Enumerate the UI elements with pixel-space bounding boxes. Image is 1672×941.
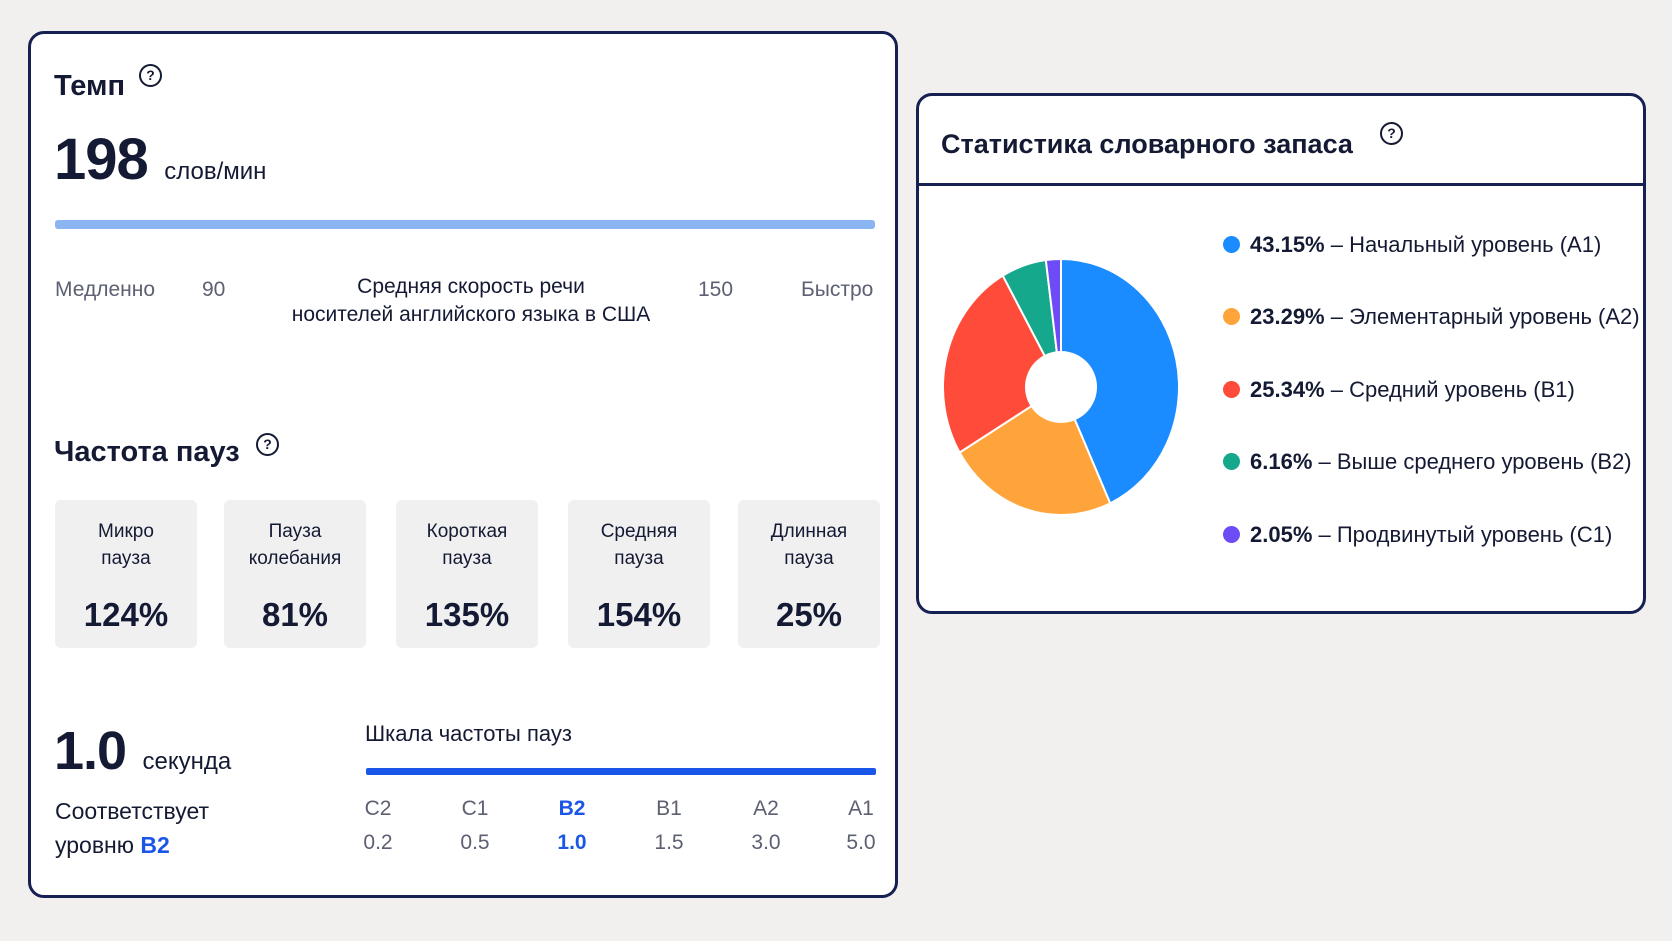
tempo-bar [55, 220, 875, 229]
legend-label: Продвинутый уровень (C1) [1336, 522, 1613, 547]
legend-percent: 25.34% [1250, 377, 1325, 402]
legend-dot [1223, 525, 1240, 543]
pause-label-line1: Пауза [268, 521, 322, 542]
pause-duration-unit: секунда [142, 748, 232, 775]
pause-card-micro: Микро пауза 124% [55, 500, 197, 648]
legend-dot [1223, 380, 1240, 398]
tempo-unit: слов/мин [164, 158, 267, 185]
tempo-average-line1: Средняя скорость речи [357, 275, 585, 298]
legend-item-a2: 23.29% – Элементарный уровень (A2) [1223, 304, 1640, 330]
tempo-slow-value: 90 [202, 278, 226, 301]
scale-level: C1 [461, 797, 489, 820]
pause-card-long: Длинная пауза 25% [738, 500, 880, 648]
pauses-title: Частота пауз [54, 436, 240, 468]
pause-label: Длинная пауза [738, 518, 880, 572]
tempo-average-line2: носителей английского языка в США [291, 303, 651, 326]
pause-label-line1: Короткая [426, 521, 508, 542]
pause-level-match-line1: Соответствует [55, 798, 210, 824]
pause-label-line1: Средняя [600, 521, 678, 542]
tempo-value-row: 198 слов/мин [54, 126, 266, 193]
legend-label: Элементарный уровень (A2) [1349, 304, 1640, 329]
tempo-card: Темп ? 198 слов/мин Медленно 90 Средняя … [28, 31, 898, 898]
pause-label-line2: колебания [248, 548, 342, 569]
vocabulary-pie-chart [942, 257, 1180, 516]
scale-level: B1 [656, 797, 682, 820]
vocabulary-title: Статистика словарного запаса [941, 129, 1353, 159]
pause-value: 124% [83, 596, 169, 633]
scale-seconds: 5.0 [846, 831, 876, 854]
scale-level: A2 [753, 797, 779, 820]
pause-duration-row: 1.0 секунда [54, 720, 231, 782]
legend-percent: 23.29% [1250, 304, 1325, 329]
scale-level: A1 [848, 797, 874, 820]
tempo-fast-label: Быстро [801, 278, 874, 301]
pause-value: 25% [775, 596, 843, 633]
help-icon[interactable]: ? [1380, 122, 1403, 145]
legend-item-b2: 6.16% – Выше среднего уровень (B2) [1223, 449, 1632, 475]
legend-item-c1: 2.05% – Продвинутый уровень (C1) [1223, 522, 1612, 548]
scale-seconds: 1.5 [654, 831, 684, 854]
legend-item-b1: 25.34% – Средний уровень (B1) [1223, 377, 1575, 403]
pause-label-line2: пауза [784, 548, 834, 569]
pause-duration-value: 1.0 [54, 721, 127, 781]
pause-value: 81% [261, 596, 329, 633]
pie-slice-a1 [1060, 257, 1180, 505]
legend-percent: 6.16% [1250, 449, 1313, 474]
tempo-value: 198 [54, 127, 149, 192]
help-icon[interactable]: ? [139, 64, 162, 87]
vocabulary-card: Статистика словарного запаса ? 43.15% – … [916, 93, 1646, 614]
pause-label-line1: Длинная [770, 521, 848, 542]
pause-card-hesitation: Пауза колебания 81% [224, 500, 366, 648]
pie-slice-b1 [942, 274, 1063, 454]
legend-dot [1223, 452, 1240, 470]
legend-label: Начальный уровень (A1) [1349, 232, 1602, 257]
legend-label: Выше среднего уровень (B2) [1336, 449, 1632, 474]
legend-dot [1223, 235, 1240, 253]
pause-scale-title: Шкала частоты пауз [365, 721, 572, 746]
pause-label-line2: пауза [442, 548, 492, 569]
scale-seconds: 3.0 [751, 831, 781, 854]
tempo-slow-label: Медленно [55, 278, 156, 301]
pause-level-match-line2: уровню B2 [55, 828, 209, 862]
pause-label-line1: Микро [98, 521, 154, 542]
pause-label-line2: пауза [101, 548, 151, 569]
pause-level-badge: B2 [140, 832, 170, 858]
scale-seconds: 0.2 [363, 831, 393, 854]
pause-level-match: Соответствует уровню B2 [55, 794, 209, 862]
pause-label: Микро пауза [55, 518, 197, 572]
scale-seconds-active: 1.0 [557, 831, 587, 854]
vocabulary-header-divider [919, 183, 1643, 186]
tempo-title: Темп [54, 70, 125, 102]
pause-scale-bar [366, 768, 876, 775]
pause-label-line2: пауза [614, 548, 664, 569]
legend-label: Средний уровень (B1) [1349, 377, 1575, 402]
pause-level-prefix: уровню [55, 832, 134, 858]
pause-label: Пауза колебания [224, 518, 366, 572]
help-icon[interactable]: ? [256, 433, 279, 456]
pause-label: Короткая пауза [396, 518, 538, 572]
legend-item-a1: 43.15% – Начальный уровень (A1) [1223, 232, 1601, 258]
pause-value: 135% [424, 596, 510, 633]
tempo-fast-value: 150 [698, 278, 734, 301]
legend-percent: 2.05% [1250, 522, 1313, 547]
scale-level-active: B2 [558, 797, 586, 820]
tempo-average-label: Средняя скорость речи носителей английск… [281, 273, 661, 329]
legend-percent: 43.15% [1250, 232, 1325, 257]
legend-dot [1223, 307, 1240, 325]
pause-label: Средняя пауза [568, 518, 710, 572]
scale-seconds: 0.5 [460, 831, 490, 854]
scale-level: C2 [364, 797, 392, 820]
pause-card-medium: Средняя пауза 154% [568, 500, 710, 648]
pause-value: 154% [596, 596, 682, 633]
pie-center-hole [1025, 351, 1097, 423]
pause-card-short: Короткая пауза 135% [396, 500, 538, 648]
